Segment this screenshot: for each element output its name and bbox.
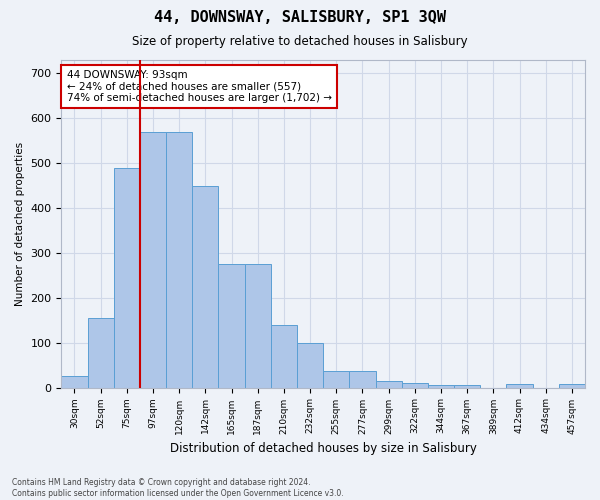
Bar xyxy=(218,264,245,388)
Text: 44 DOWNSWAY: 93sqm
← 24% of detached houses are smaller (557)
74% of semi-detach: 44 DOWNSWAY: 93sqm ← 24% of detached hou… xyxy=(67,70,332,103)
Bar xyxy=(114,168,140,388)
Y-axis label: Number of detached properties: Number of detached properties xyxy=(15,142,25,306)
Bar xyxy=(428,386,454,388)
Bar xyxy=(61,376,88,388)
Bar xyxy=(88,318,114,388)
Text: Contains HM Land Registry data © Crown copyright and database right 2024.
Contai: Contains HM Land Registry data © Crown c… xyxy=(12,478,344,498)
Bar xyxy=(559,384,585,388)
Bar xyxy=(193,186,218,388)
Bar xyxy=(166,132,193,388)
Bar xyxy=(349,371,376,388)
Bar xyxy=(271,324,297,388)
Bar xyxy=(454,386,480,388)
X-axis label: Distribution of detached houses by size in Salisbury: Distribution of detached houses by size … xyxy=(170,442,476,455)
Bar xyxy=(297,342,323,388)
Bar xyxy=(140,132,166,388)
Bar xyxy=(245,264,271,388)
Text: Size of property relative to detached houses in Salisbury: Size of property relative to detached ho… xyxy=(132,35,468,48)
Bar xyxy=(506,384,533,388)
Bar xyxy=(323,371,349,388)
Bar xyxy=(376,381,402,388)
Bar xyxy=(402,383,428,388)
Text: 44, DOWNSWAY, SALISBURY, SP1 3QW: 44, DOWNSWAY, SALISBURY, SP1 3QW xyxy=(154,10,446,25)
